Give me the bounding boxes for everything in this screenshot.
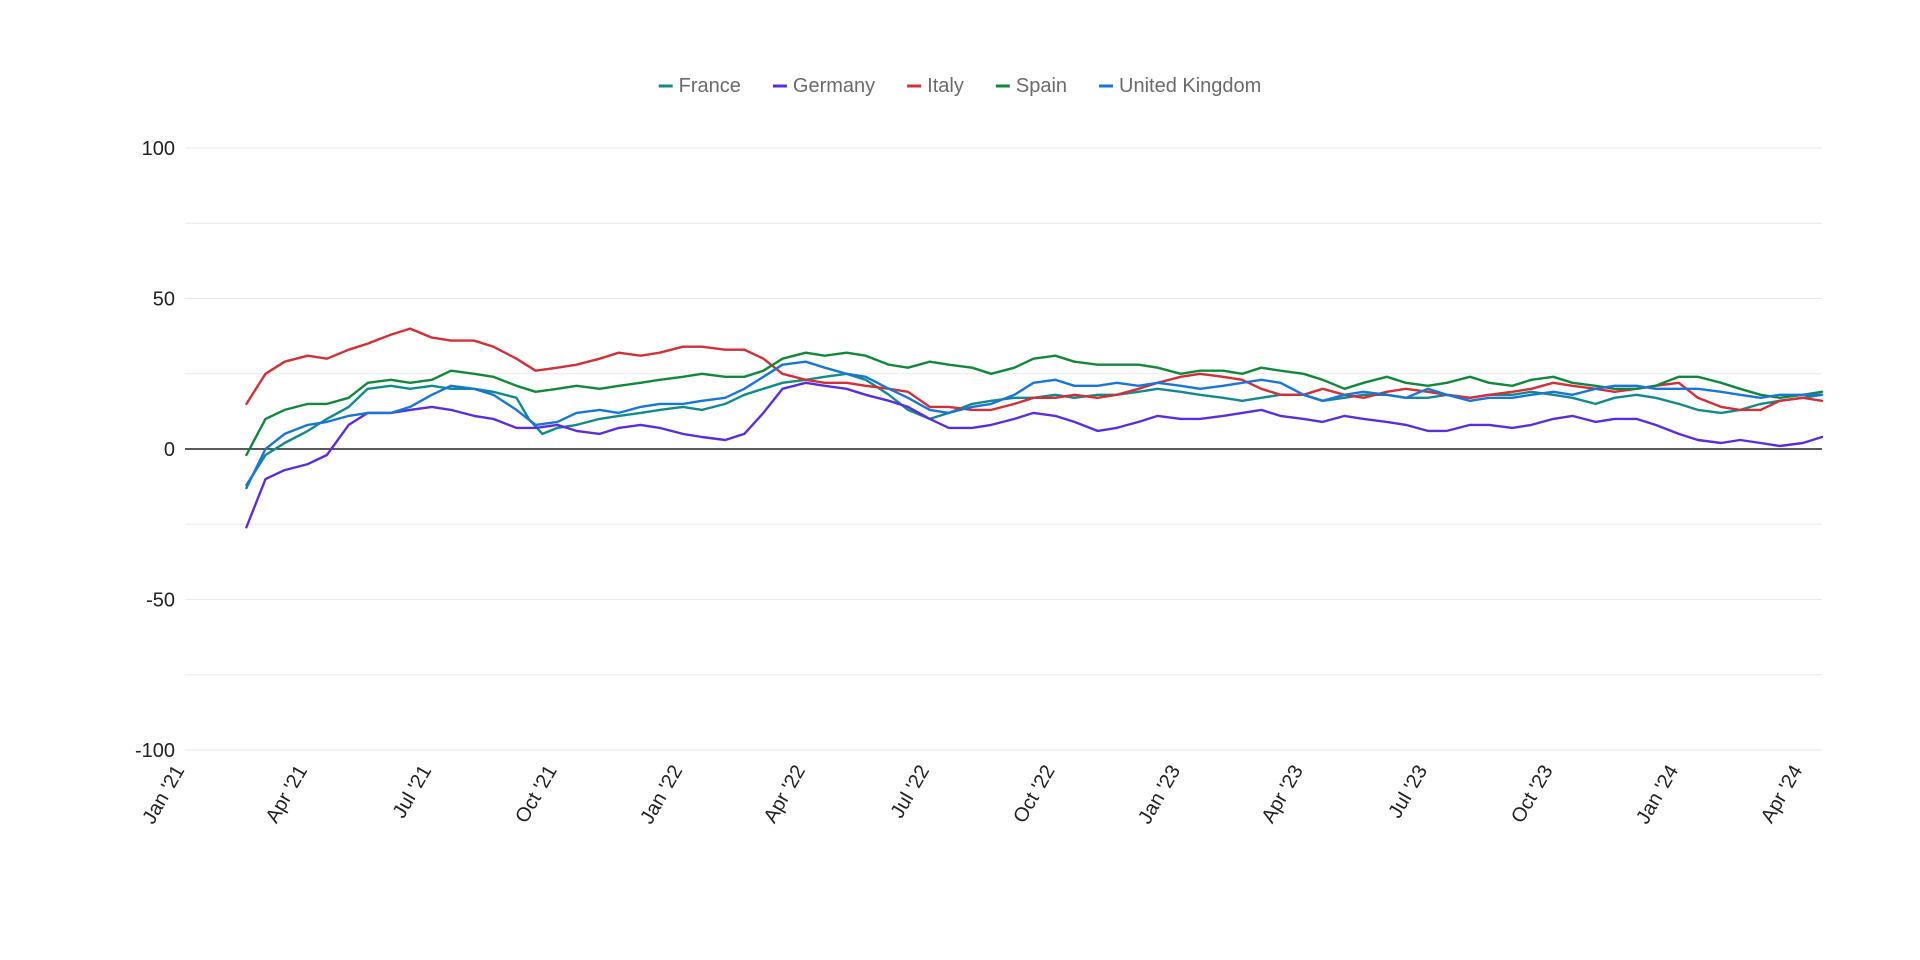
series-lines — [245, 327, 1824, 529]
legend-label: United Kingdom — [1119, 75, 1261, 97]
y-tick-label: 50 — [153, 289, 175, 311]
y-tick-label: -100 — [135, 740, 175, 762]
x-tick-label: Jan '23 — [1134, 762, 1185, 828]
y-axis-ticks: 100 50 0 -50 -100 — [135, 138, 175, 762]
x-axis-ticks: Jan '21 Apr '21 Jul '21 Oct '21 Jan '22 Apr '… — [138, 762, 1807, 828]
series-line-united-kingdom — [245, 360, 1824, 490]
series-line-france — [245, 372, 1824, 487]
x-tick-label: Oct '22 — [1009, 762, 1059, 827]
x-tick-label: Oct '21 — [511, 762, 561, 827]
x-tick-label: Jan '21 — [138, 762, 189, 828]
x-tick-label: Jul '21 — [389, 762, 437, 823]
chart-legend: France Germany Italy Spain United Kingdom — [658, 75, 1261, 97]
legend-label: Spain — [1016, 75, 1067, 97]
legend-label: Germany — [793, 75, 875, 97]
series-line-spain — [245, 351, 1824, 457]
x-tick-label: Apr '21 — [262, 762, 312, 827]
x-tick-label: Apr '24 — [1757, 762, 1807, 827]
gridlines — [185, 147, 1822, 751]
y-tick-label: 0 — [164, 439, 175, 461]
x-tick-label: Jan '22 — [636, 762, 687, 828]
y-tick-label: -50 — [146, 590, 175, 612]
series-line-germany — [245, 381, 1824, 529]
x-tick-label: Jan '24 — [1632, 762, 1683, 828]
legend-label: Italy — [927, 75, 964, 97]
x-tick-label: Jul '23 — [1384, 762, 1432, 823]
series-line-italy — [245, 327, 1824, 412]
x-tick-label: Apr '23 — [1258, 762, 1308, 827]
y-tick-label: 100 — [142, 138, 175, 160]
x-tick-label: Jul '22 — [887, 762, 935, 823]
x-tick-label: Oct '23 — [1507, 762, 1557, 827]
legend-label: France — [679, 75, 741, 97]
x-tick-label: Apr '22 — [760, 762, 810, 827]
